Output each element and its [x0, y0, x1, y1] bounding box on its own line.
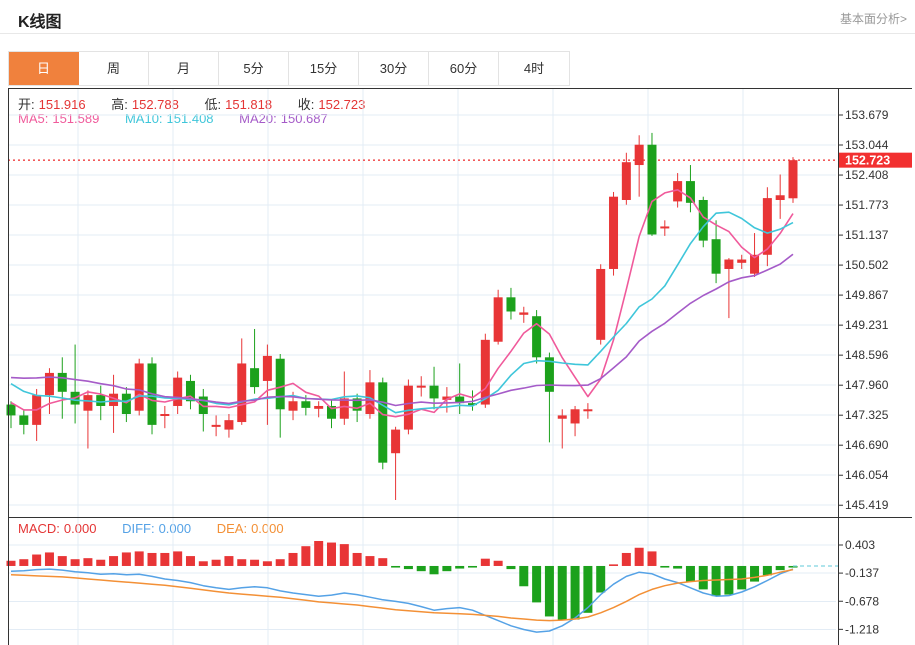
page-title: K线图 — [18, 14, 62, 31]
macd-legend: MACD: 0.000 DIFF: 0.000 DEA: 0.000 — [18, 521, 288, 536]
svg-text:147.960: 147.960 — [845, 378, 889, 392]
dea-value: 0.000 — [251, 521, 284, 536]
tab-period-7[interactable]: 4时 — [499, 52, 569, 85]
pane-borders — [8, 88, 912, 645]
ohlc-legend: 开: 151.916 高: 152.788 低: 151.818 收: 152.723 — [18, 94, 369, 113]
svg-text:150.502: 150.502 — [845, 258, 889, 272]
ma20-line — [10, 253, 794, 407]
svg-text:145.419: 145.419 — [845, 498, 889, 512]
fundamental-analysis-link[interactable]: 基本面分析> — [839, 12, 907, 26]
high-label: 高: — [111, 97, 128, 112]
svg-text:149.867: 149.867 — [845, 288, 889, 302]
open-label: 开: — [18, 97, 35, 112]
svg-text:151.137: 151.137 — [845, 228, 889, 242]
diff-label: DIFF: — [122, 521, 155, 536]
gridlines — [8, 88, 836, 645]
kline-chart-svg[interactable]: 153.679 153.044 152.408 151.773 151.137 150.5… — [0, 88, 915, 645]
svg-text:146.690: 146.690 — [845, 438, 889, 452]
svg-text:149.231: 149.231 — [845, 318, 889, 332]
macd-histogram-layer — [6, 540, 798, 620]
tab-period-2[interactable]: 月 — [149, 52, 219, 85]
close-value: 152.723 — [318, 97, 366, 112]
svg-text:153.044: 153.044 — [845, 138, 889, 152]
svg-text:152.723: 152.723 — [845, 154, 890, 168]
tab-period-4[interactable]: 15分 — [289, 52, 359, 85]
macd-axis-labels: 0.403 -0.137 -0.678 -1.218 — [838, 538, 879, 636]
tab-period-5[interactable]: 30分 — [359, 52, 429, 85]
kline-chart-area[interactable]: 153.679 153.044 152.408 151.773 151.137 150.5… — [0, 88, 915, 645]
tab-period-1[interactable]: 周 — [79, 52, 149, 85]
current-price-badge — [839, 152, 912, 168]
svg-text:148.596: 148.596 — [845, 348, 889, 362]
dea-label: DEA: — [216, 521, 248, 536]
svg-text:-1.218: -1.218 — [845, 622, 879, 636]
open-value: 151.916 — [38, 97, 86, 112]
svg-text:-0.678: -0.678 — [845, 594, 879, 608]
high-value: 152.788 — [131, 97, 179, 112]
price-axis-labels: 153.679 153.044 152.408 151.773 151.137 150.5… — [838, 108, 889, 512]
tab-period-3[interactable]: 5分 — [219, 52, 289, 85]
macd-label: MACD: — [18, 521, 60, 536]
tab-period-6[interactable]: 60分 — [429, 52, 499, 85]
macd-value: 0.000 — [63, 521, 97, 536]
svg-text:-0.137: -0.137 — [845, 566, 879, 580]
low-label: 低: — [204, 97, 222, 112]
svg-text:153.679: 153.679 — [845, 108, 889, 122]
svg-text:147.325: 147.325 — [845, 408, 889, 422]
svg-text:151.773: 151.773 — [845, 198, 889, 212]
diff-value: 0.000 — [158, 521, 192, 536]
header-divider — [0, 33, 915, 34]
period-tabbar: 日周月 5分 15分 30分 60分 4时 — [8, 51, 570, 86]
low-value: 151.818 — [225, 97, 273, 112]
ma10-line — [10, 211, 794, 414]
ma5-line — [10, 189, 794, 418]
dea-line — [10, 568, 794, 622]
svg-text:0.403: 0.403 — [845, 538, 875, 552]
close-label: 收: — [297, 97, 315, 112]
tab-period-0[interactable]: 日 — [9, 52, 79, 85]
svg-text:146.054: 146.054 — [845, 468, 889, 482]
diff-line — [10, 568, 794, 633]
svg-text:152.408: 152.408 — [845, 168, 889, 182]
